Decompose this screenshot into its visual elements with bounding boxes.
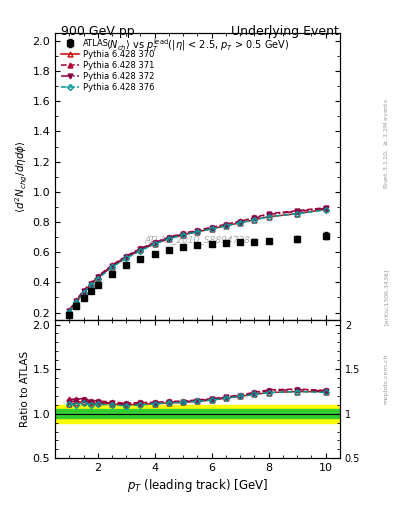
Pythia 6.428 371 — [224, 221, 228, 227]
Pythia 6.428 376 — [195, 229, 200, 235]
Pythia 6.428 372 — [266, 211, 271, 218]
Pythia 6.428 370 — [138, 247, 143, 253]
Text: Rivet 3.1.10, $\geq$ 3.2M events: Rivet 3.1.10, $\geq$ 3.2M events — [382, 98, 390, 189]
Pythia 6.428 371 — [195, 227, 200, 233]
Pythia 6.428 372 — [323, 205, 328, 211]
Pythia 6.428 371 — [323, 205, 328, 211]
Pythia 6.428 370 — [224, 223, 228, 229]
Pythia 6.428 372 — [74, 297, 79, 304]
Pythia 6.428 371 — [266, 210, 271, 217]
Pythia 6.428 371 — [152, 239, 157, 245]
Pythia 6.428 370 — [295, 210, 299, 217]
Pythia 6.428 372 — [124, 253, 129, 260]
Pythia 6.428 372 — [88, 281, 93, 287]
Text: mcplots.cern.ch: mcplots.cern.ch — [384, 354, 388, 404]
Pythia 6.428 371 — [138, 245, 143, 251]
Pythia 6.428 376 — [81, 290, 86, 296]
Text: $\langle N_{ch}\rangle$ vs $p_T^{\rm lead}$(|$\eta$| < 2.5, $p_T$ > 0.5 GeV): $\langle N_{ch}\rangle$ vs $p_T^{\rm lea… — [106, 37, 289, 54]
Pythia 6.428 372 — [252, 215, 257, 221]
Pythia 6.428 370 — [252, 217, 257, 223]
Pythia 6.428 370 — [95, 275, 100, 281]
Pythia 6.428 376 — [224, 223, 228, 229]
Pythia 6.428 371 — [67, 307, 72, 313]
Pythia 6.428 376 — [167, 236, 171, 242]
Pythia 6.428 371 — [209, 224, 214, 230]
Pythia 6.428 371 — [88, 280, 93, 286]
Text: Underlying Event: Underlying Event — [231, 25, 339, 37]
Pythia 6.428 376 — [295, 210, 299, 217]
Pythia 6.428 372 — [67, 308, 72, 314]
Pythia 6.428 376 — [152, 241, 157, 247]
Pythia 6.428 371 — [110, 262, 114, 268]
Pythia 6.428 371 — [167, 234, 171, 240]
Text: 900 GeV pp: 900 GeV pp — [61, 25, 134, 37]
Pythia 6.428 370 — [88, 282, 93, 288]
Pythia 6.428 376 — [95, 275, 100, 282]
Pythia 6.428 370 — [124, 254, 129, 261]
Pythia 6.428 376 — [266, 214, 271, 220]
Pythia 6.428 370 — [195, 229, 200, 235]
Pythia 6.428 372 — [95, 274, 100, 280]
Pythia 6.428 376 — [124, 255, 129, 261]
Pythia 6.428 376 — [181, 232, 185, 238]
Pythia 6.428 372 — [110, 263, 114, 269]
Pythia 6.428 370 — [323, 206, 328, 212]
Pythia 6.428 372 — [167, 235, 171, 241]
Pythia 6.428 372 — [181, 231, 185, 237]
Pythia 6.428 370 — [110, 264, 114, 270]
Pythia 6.428 376 — [74, 299, 79, 305]
Line: Pythia 6.428 370: Pythia 6.428 370 — [67, 207, 328, 314]
Pythia 6.428 372 — [195, 228, 200, 234]
Pythia 6.428 371 — [95, 273, 100, 280]
Pythia 6.428 376 — [238, 220, 242, 226]
Pythia 6.428 376 — [67, 309, 72, 315]
Pythia 6.428 376 — [209, 226, 214, 232]
Pythia 6.428 376 — [110, 264, 114, 270]
Pythia 6.428 376 — [323, 207, 328, 213]
Pythia 6.428 371 — [124, 253, 129, 259]
Pythia 6.428 376 — [88, 282, 93, 288]
Pythia 6.428 372 — [224, 222, 228, 228]
Pythia 6.428 376 — [252, 217, 257, 223]
Pythia 6.428 372 — [152, 240, 157, 246]
Line: Pythia 6.428 376: Pythia 6.428 376 — [67, 208, 328, 314]
Pythia 6.428 370 — [152, 241, 157, 247]
Line: Pythia 6.428 372: Pythia 6.428 372 — [67, 206, 328, 313]
Pythia 6.428 372 — [295, 208, 299, 215]
Pythia 6.428 370 — [81, 289, 86, 295]
Pythia 6.428 372 — [138, 246, 143, 252]
Text: [arXiv:1306.3436]: [arXiv:1306.3436] — [384, 269, 388, 325]
Y-axis label: $\langle d^2 N_{chg}/d\eta d\phi\rangle$: $\langle d^2 N_{chg}/d\eta d\phi\rangle$ — [13, 140, 29, 213]
Pythia 6.428 370 — [266, 214, 271, 220]
Pythia 6.428 376 — [138, 248, 143, 254]
Pythia 6.428 370 — [181, 232, 185, 238]
Pythia 6.428 371 — [74, 296, 79, 303]
Y-axis label: Ratio to ATLAS: Ratio to ATLAS — [20, 351, 29, 427]
X-axis label: $p_T$ (leading track) [GeV]: $p_T$ (leading track) [GeV] — [127, 477, 268, 494]
Pythia 6.428 372 — [209, 225, 214, 231]
Text: ATLAS_2010_S8894728: ATLAS_2010_S8894728 — [145, 236, 250, 244]
Pythia 6.428 371 — [238, 218, 242, 224]
Pythia 6.428 371 — [181, 230, 185, 237]
Line: Pythia 6.428 371: Pythia 6.428 371 — [67, 205, 328, 313]
Pythia 6.428 371 — [81, 288, 86, 294]
Pythia 6.428 370 — [167, 236, 171, 242]
Legend: ATLAS, Pythia 6.428 370, Pythia 6.428 371, Pythia 6.428 372, Pythia 6.428 376: ATLAS, Pythia 6.428 370, Pythia 6.428 37… — [59, 37, 156, 94]
Pythia 6.428 372 — [81, 288, 86, 294]
Pythia 6.428 371 — [252, 215, 257, 221]
Pythia 6.428 372 — [238, 219, 242, 225]
Pythia 6.428 370 — [67, 309, 72, 315]
Pythia 6.428 370 — [238, 220, 242, 226]
Pythia 6.428 370 — [74, 298, 79, 304]
Pythia 6.428 371 — [295, 207, 299, 214]
Pythia 6.428 370 — [209, 226, 214, 232]
